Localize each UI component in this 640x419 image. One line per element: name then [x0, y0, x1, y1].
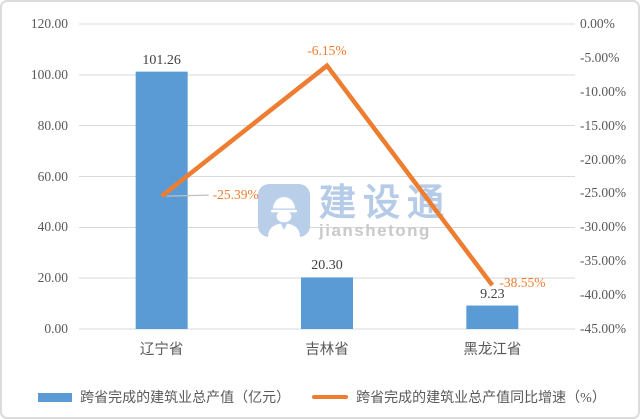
left-axis-tick: 60.00: [37, 168, 68, 184]
right-axis-tick: -30.00%: [580, 219, 627, 235]
category-label: 吉林省: [305, 342, 349, 358]
watermark: 建设通 jianshetong: [258, 184, 451, 239]
watermark-subtitle: jianshetong: [319, 221, 431, 240]
bar-swatch-icon: [38, 392, 73, 402]
left-axis-tick: 80.00: [37, 117, 68, 133]
right-axis-tick: -45.00%: [580, 321, 627, 336]
bar-data-label: 101.26: [142, 52, 181, 68]
right-axis-tick: -25.00%: [580, 185, 627, 201]
legend-item-line: 跨省完成的建筑业总产值同比增速（%）: [312, 387, 606, 407]
bar-data-label: 9.23: [480, 286, 505, 302]
legend-item-bar: 跨省完成的建筑业总产值（亿元）: [38, 387, 290, 407]
right-axis-tick: -15.00%: [580, 117, 627, 133]
construction-worker-icon: [258, 184, 310, 237]
legend: 跨省完成的建筑业总产值（亿元） 跨省完成的建筑业总产值同比增速（%）: [2, 385, 638, 409]
right-axis-tick: 0.00%: [580, 16, 615, 31]
category-label: 辽宁省: [139, 342, 184, 358]
left-axis-tick: 40.00: [37, 219, 68, 235]
bar-吉林省: [301, 277, 353, 329]
line-swatch-icon: [312, 395, 349, 399]
category-label: 黑龙江省: [463, 342, 522, 358]
left-axis-tick: 20.00: [37, 270, 68, 286]
line-data-label: -38.55%: [499, 275, 546, 291]
growth-line: [160, 62, 495, 287]
right-axis-tick: -5.00%: [580, 49, 620, 65]
left-axis-tick: 0.00: [44, 321, 68, 336]
bar-黑龙江省: [466, 305, 519, 329]
legend-label-bar: 跨省完成的建筑业总产值（亿元）: [80, 391, 291, 406]
bar-辽宁省: [135, 71, 188, 330]
line-data-label: -25.39%: [212, 187, 259, 203]
left-axis-tick: 100.00: [30, 66, 68, 82]
right-axis-tick: -20.00%: [580, 151, 627, 167]
left-axis-tick: 120.00: [30, 16, 68, 31]
right-axis-tick: -40.00%: [580, 287, 627, 303]
watermark-text: 建设通 jianshetong: [319, 184, 451, 239]
watermark-brand: 建设通: [319, 183, 451, 224]
bar-data-label: 20.30: [311, 258, 343, 274]
line-data-label: -6.15%: [307, 42, 347, 58]
construction-worker-glyph: [268, 197, 300, 237]
leader-line: [166, 194, 209, 197]
legend-label-line: 跨省完成的建筑业总产值同比增速（%）: [356, 391, 606, 406]
right-axis-tick: -35.00%: [580, 253, 627, 269]
right-axis-tick: -10.00%: [580, 83, 627, 99]
